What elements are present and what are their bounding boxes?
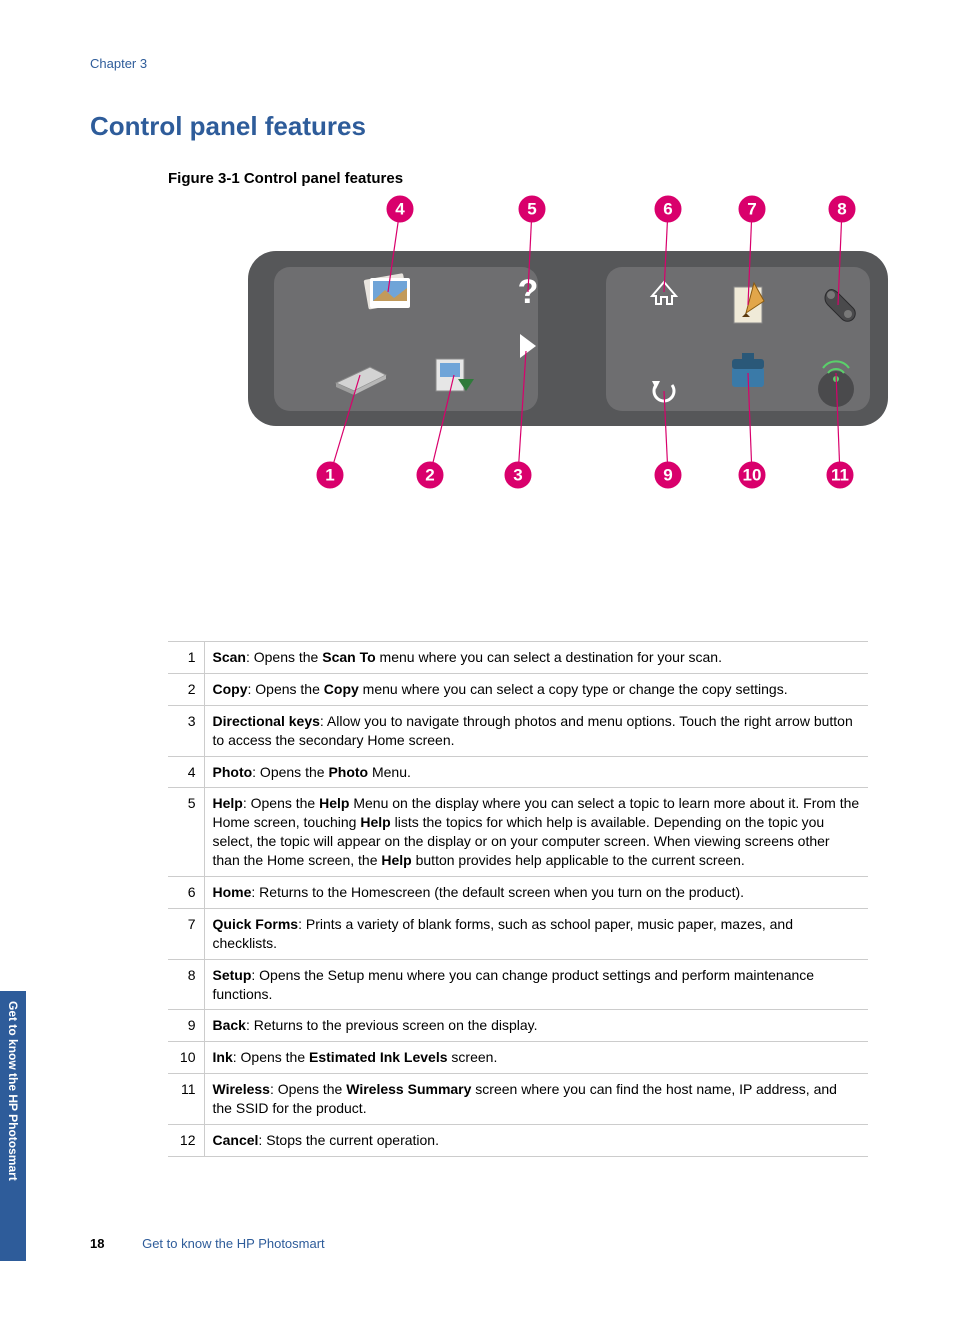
figure-caption: Figure 3-1 Control panel features	[168, 170, 874, 187]
table-row: 2Copy: Opens the Copy menu where you can…	[168, 673, 868, 705]
row-description: Home: Returns to the Homescreen (the def…	[204, 877, 868, 909]
table-row: 4Photo: Opens the Photo Menu.	[168, 756, 868, 788]
page-title: Control panel features	[90, 111, 874, 142]
table-row: 11Wireless: Opens the Wireless Summary s…	[168, 1074, 868, 1125]
row-number: 12	[168, 1125, 204, 1157]
row-number: 10	[168, 1042, 204, 1074]
table-row: 3Directional keys: Allow you to navigate…	[168, 705, 868, 756]
row-description: Ink: Opens the Estimated Ink Levels scre…	[204, 1042, 868, 1074]
row-number: 11	[168, 1074, 204, 1125]
callout-number: 10	[743, 466, 762, 485]
callout-number: 2	[425, 466, 434, 485]
callout-number: 7	[747, 200, 756, 219]
row-number: 1	[168, 642, 204, 674]
row-description: Wireless: Opens the Wireless Summary scr…	[204, 1074, 868, 1125]
callout-number: 3	[513, 466, 522, 485]
table-row: 6Home: Returns to the Homescreen (the de…	[168, 877, 868, 909]
callout-number: 4	[395, 200, 405, 219]
row-description: Back: Returns to the previous screen on …	[204, 1010, 868, 1042]
table-row: 5Help: Opens the Help Menu on the displa…	[168, 788, 868, 877]
row-description: Cancel: Stops the current operation.	[204, 1125, 868, 1157]
table-row: 10Ink: Opens the Estimated Ink Levels sc…	[168, 1042, 868, 1074]
table-row: 8Setup: Opens the Setup menu where you c…	[168, 959, 868, 1010]
row-number: 8	[168, 959, 204, 1010]
callout-number: 5	[527, 200, 536, 219]
page-number: 18	[90, 1236, 104, 1251]
row-number: 4	[168, 756, 204, 788]
footer-text: Get to know the HP Photosmart	[142, 1236, 325, 1251]
row-description: Quick Forms: Prints a variety of blank f…	[204, 908, 868, 959]
page-content: Chapter 3 Control panel features Figure …	[0, 0, 954, 1321]
callout-number: 9	[663, 466, 672, 485]
row-number: 3	[168, 705, 204, 756]
callout-number: 11	[831, 466, 849, 485]
row-number: 7	[168, 908, 204, 959]
row-description: Help: Opens the Help Menu on the display…	[204, 788, 868, 877]
feature-table: 1Scan: Opens the Scan To menu where you …	[168, 641, 868, 1157]
row-description: Photo: Opens the Photo Menu.	[204, 756, 868, 788]
callout-number: 1	[325, 466, 334, 485]
table-row: 12Cancel: Stops the current operation.	[168, 1125, 868, 1157]
row-number: 6	[168, 877, 204, 909]
row-number: 5	[168, 788, 204, 877]
callout-number: 6	[663, 200, 672, 219]
table-row: 9Back: Returns to the previous screen on…	[168, 1010, 868, 1042]
control-panel-figure: ?456781239101112	[168, 191, 898, 491]
row-description: Copy: Opens the Copy menu where you can …	[204, 673, 868, 705]
row-description: Scan: Opens the Scan To menu where you c…	[204, 642, 868, 674]
row-number: 2	[168, 673, 204, 705]
table-row: 7Quick Forms: Prints a variety of blank …	[168, 908, 868, 959]
chapter-link[interactable]: Chapter 3	[90, 56, 874, 71]
table-row: 1Scan: Opens the Scan To menu where you …	[168, 642, 868, 674]
row-number: 9	[168, 1010, 204, 1042]
row-description: Directional keys: Allow you to navigate …	[204, 705, 868, 756]
callout-number: 8	[837, 200, 846, 219]
row-description: Setup: Opens the Setup menu where you ca…	[204, 959, 868, 1010]
page-footer: 18 Get to know the HP Photosmart	[90, 1236, 325, 1251]
